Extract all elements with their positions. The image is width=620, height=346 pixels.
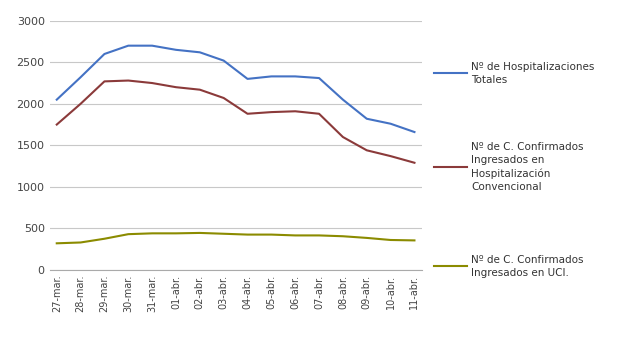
Text: Nº de C. Confirmados
Ingresados en UCI.: Nº de C. Confirmados Ingresados en UCI. <box>471 255 583 278</box>
Text: Nº de C. Confirmados
Ingresados en
Hospitalización
Convencional: Nº de C. Confirmados Ingresados en Hospi… <box>471 142 583 192</box>
Text: Nº de Hospitalizaciones
Totales: Nº de Hospitalizaciones Totales <box>471 62 595 85</box>
